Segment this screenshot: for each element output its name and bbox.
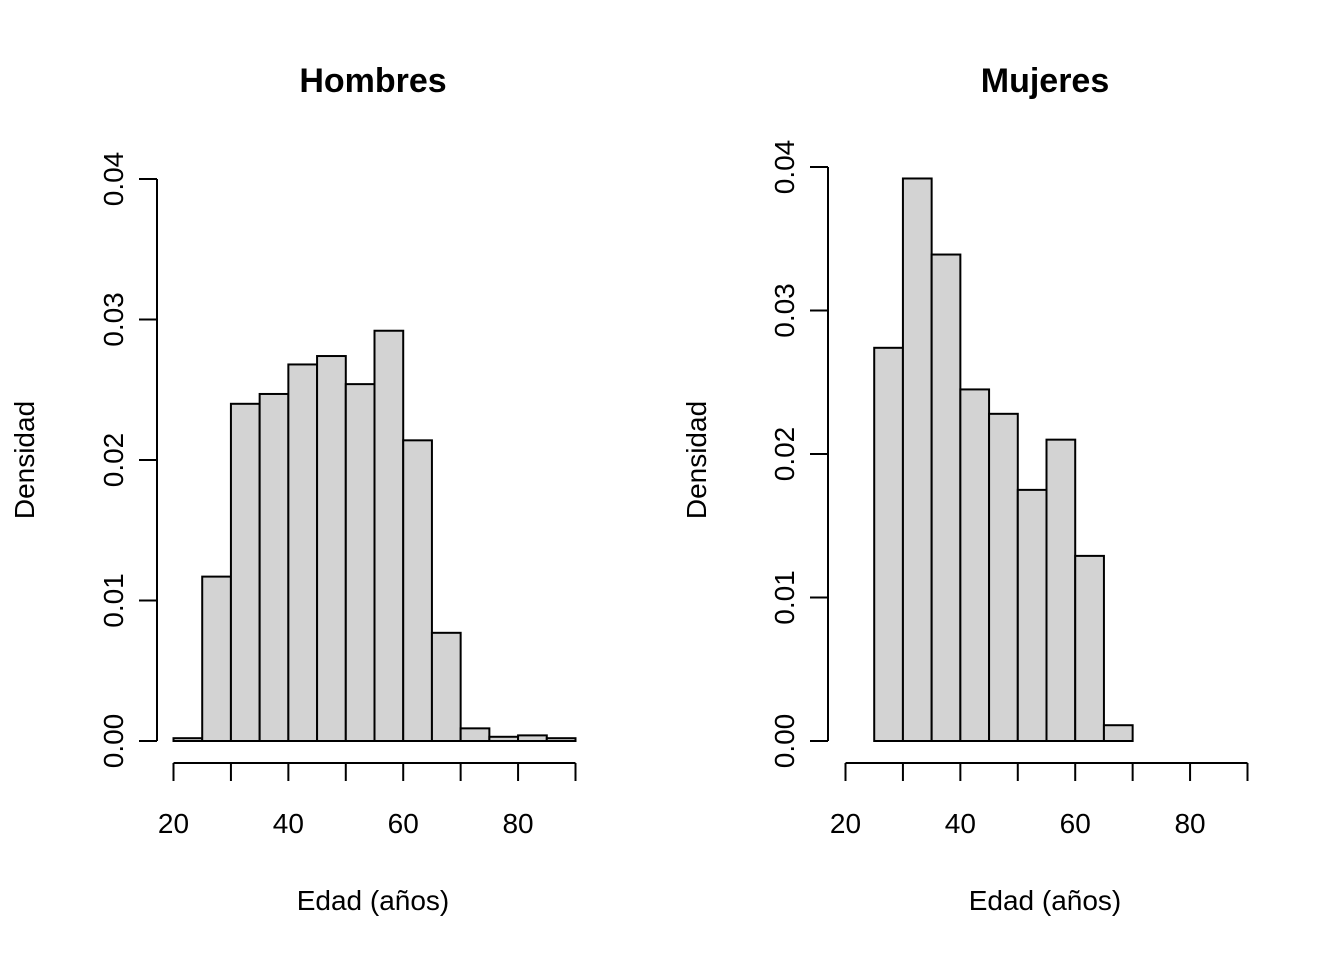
y-tick-label-hombres-1: 0.01 <box>98 573 129 628</box>
bar-hombres-20-25 <box>172 737 204 743</box>
x-axis-hombres: 20 40 60 80 <box>158 762 577 839</box>
bar-hombres-70-75 <box>459 727 491 742</box>
bar-hombres-65-70 <box>430 631 462 742</box>
bar-hombres-30-35 <box>229 402 261 742</box>
x-tick-label-hombres-60: 60 <box>388 808 419 839</box>
bar-hombres-40-45 <box>287 363 319 742</box>
bar-mujeres-30-35 <box>901 177 933 743</box>
bar-hombres-45-50 <box>316 355 347 742</box>
y-tick-label-hombres-3: 0.03 <box>98 292 129 347</box>
y-tick-label-mujeres-3: 0.03 <box>769 283 800 338</box>
bar-mujeres-60-65 <box>1074 554 1105 743</box>
x-axis-label-mujeres: Edad (años) <box>969 885 1122 916</box>
y-tick-label-mujeres-1: 0.01 <box>769 570 800 625</box>
y-axis-hombres: 0.00 0.01 0.02 0.03 0.04 <box>98 152 158 769</box>
panel-hombres: Hombres Edad (años) Densidad 20 40 60 80 0.… <box>9 62 577 916</box>
x-axis-label-hombres: Edad (años) <box>297 885 450 916</box>
bar-mujeres-45-50 <box>988 412 1019 742</box>
bar-mujeres-50-55 <box>1016 488 1048 742</box>
y-axis-label-hombres: Densidad <box>9 401 40 519</box>
bar-mujeres-40-45 <box>959 388 991 742</box>
bars-hombres <box>172 329 577 743</box>
chart-title-mujeres: Mujeres <box>981 62 1110 100</box>
x-tick-label-mujeres-20: 20 <box>830 808 861 839</box>
y-tick-label-mujeres-0: 0.00 <box>769 714 800 769</box>
bar-hombres-25-30 <box>201 575 232 742</box>
x-tick-label-hombres-80: 80 <box>502 808 533 839</box>
bar-mujeres-35-40 <box>930 253 962 742</box>
y-tick-label-mujeres-2: 0.02 <box>769 427 800 482</box>
x-tick-label-mujeres-40: 40 <box>945 808 976 839</box>
bar-hombres-85-90 <box>545 737 577 743</box>
x-tick-label-mujeres-60: 60 <box>1060 808 1091 839</box>
x-tick-label-mujeres-80: 80 <box>1174 808 1205 839</box>
y-axis-mujeres: 0.00 0.01 0.02 0.03 0.04 <box>769 140 829 769</box>
y-axis-label-mujeres: Densidad <box>681 401 712 519</box>
bar-hombres-75-80 <box>488 735 520 742</box>
x-axis-mujeres: 20 40 60 80 <box>830 762 1249 839</box>
y-tick-label-hombres-0: 0.00 <box>98 714 129 769</box>
bar-hombres-50-55 <box>344 383 376 742</box>
chart-title-hombres: Hombres <box>299 62 446 100</box>
y-tick-label-hombres-2: 0.02 <box>98 433 129 488</box>
bar-mujeres-25-30 <box>873 346 904 742</box>
x-tick-label-hombres-40: 40 <box>273 808 304 839</box>
panel-mujeres: Mujeres Edad (años) Densidad 20 40 60 80 0.… <box>681 62 1249 916</box>
bar-hombres-55-60 <box>373 329 405 742</box>
bar-mujeres-65-70 <box>1102 724 1134 743</box>
bars-mujeres <box>873 177 1134 743</box>
y-tick-label-hombres-4: 0.04 <box>98 152 129 207</box>
y-tick-label-mujeres-4: 0.04 <box>769 140 800 195</box>
bar-hombres-60-65 <box>402 439 433 742</box>
bar-hombres-35-40 <box>258 392 290 742</box>
bar-hombres-80-85 <box>517 734 548 743</box>
x-tick-label-hombres-20: 20 <box>158 808 189 839</box>
bar-mujeres-55-60 <box>1045 438 1077 742</box>
